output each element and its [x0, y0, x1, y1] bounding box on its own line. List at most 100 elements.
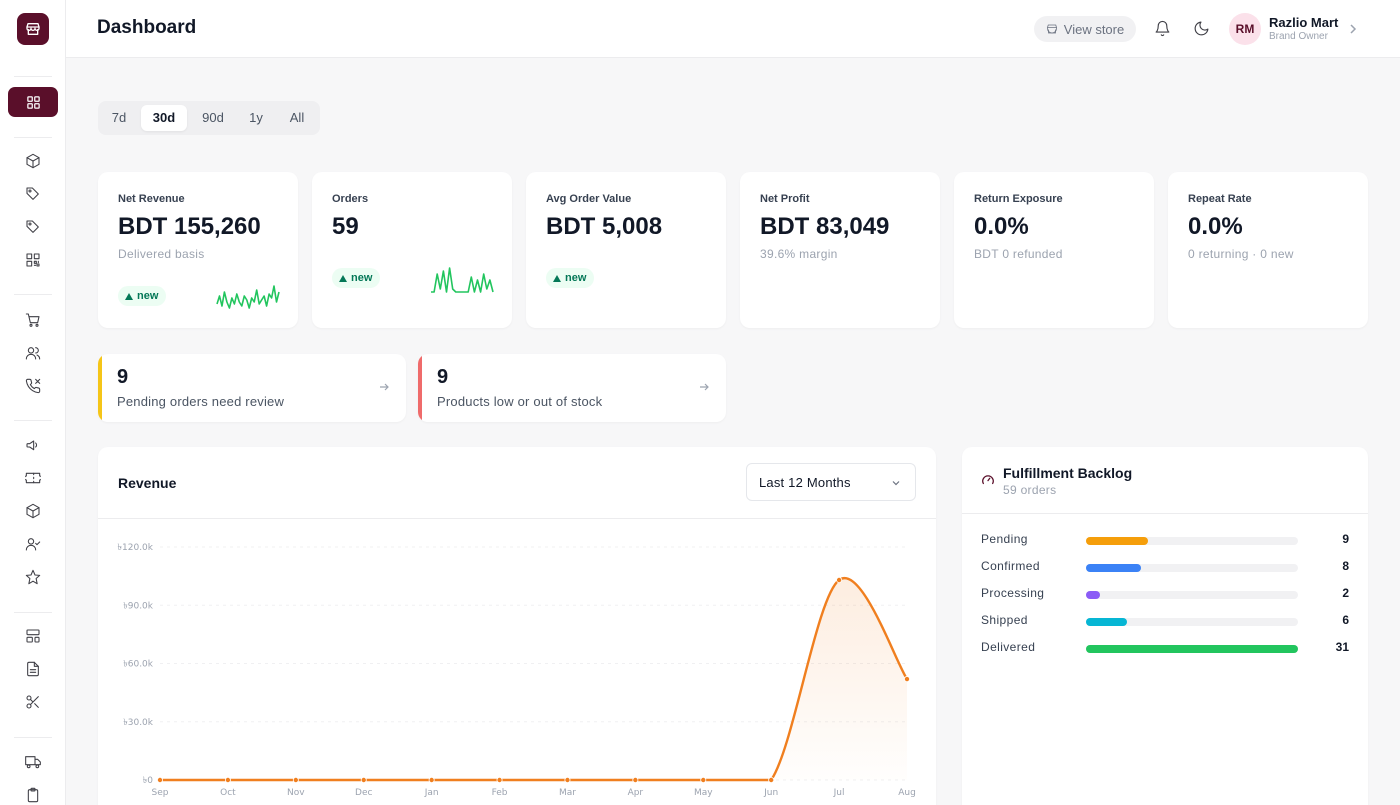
kpi-card-repeat-rate: Repeat Rate 0.0% 0 returning · 0 new: [1168, 172, 1368, 328]
kpi-card-orders: Orders 59 new: [312, 172, 512, 328]
box-check-icon[interactable]: [24, 502, 42, 520]
data-point: [428, 776, 435, 783]
kpi-label: Net Profit: [760, 193, 810, 205]
pending-orders-alert[interactable]: 9 Pending orders need review: [98, 354, 406, 422]
kpi-value: 59: [332, 213, 359, 240]
truck-icon[interactable]: [24, 753, 42, 771]
view-store-button[interactable]: View store: [1034, 16, 1136, 42]
clipboard-icon[interactable]: [24, 786, 42, 804]
low-stock-alert[interactable]: 9 Products low or out of stock: [418, 354, 726, 422]
megaphone-icon[interactable]: [24, 436, 42, 454]
fulfillment-label: Delivered: [981, 640, 1036, 654]
chevron-right-icon[interactable]: [1348, 22, 1358, 36]
view-store-label: View store: [1063, 21, 1125, 37]
sparkline: [216, 285, 280, 309]
revenue-chart: ৳0 ৳30.0k ৳60.0k ৳90.0k ৳120.0k Sep Oct Nov Dec J…: [118, 543, 916, 798]
data-point: [836, 577, 843, 584]
kpi-subtext: Delivered basis: [118, 247, 205, 261]
kpi-value: BDT 83,049: [760, 213, 890, 240]
progress-fill: [1086, 645, 1298, 653]
kpi-subtext: 39.6% margin: [760, 247, 838, 261]
package-icon[interactable]: [24, 152, 42, 170]
qr-code-icon[interactable]: [24, 251, 42, 269]
revenue-panel: Revenue Last 12 Months ৳0 ৳30.0k ৳60.0k ৳90…: [98, 447, 936, 805]
top-header: Dashboard View store RM Razlio Mart Bran…: [66, 0, 1400, 58]
sidebar-divider: [14, 137, 52, 138]
data-point: [564, 776, 571, 783]
users-icon[interactable]: [24, 344, 42, 362]
data-point: [157, 776, 164, 783]
sidebar-divider: [14, 76, 52, 77]
progress-fill: [1086, 564, 1141, 572]
fulfillment-row-processing: Processing 2: [981, 586, 1349, 604]
tags-icon[interactable]: [24, 218, 42, 236]
chevron-down-icon: [892, 481, 900, 486]
user-name: Razlio Mart: [1269, 15, 1339, 30]
y-tick-label: ৳120.0k: [118, 543, 154, 553]
x-tick-label: May: [694, 788, 713, 798]
trend-badge: new: [332, 268, 381, 288]
avatar[interactable]: RM: [1229, 13, 1261, 45]
alert-text: Products low or out of stock: [437, 394, 603, 409]
x-tick-label: Oct: [220, 788, 236, 798]
cart-icon[interactable]: [24, 311, 42, 329]
file-text-icon[interactable]: [24, 660, 42, 678]
x-tick-label: Jun: [763, 788, 778, 798]
tab-7d[interactable]: 7d: [111, 110, 127, 125]
tab-all[interactable]: All: [289, 110, 305, 125]
star-icon[interactable]: [24, 568, 42, 586]
moon-icon[interactable]: [1193, 20, 1211, 38]
trend-up-icon: [553, 274, 561, 282]
kpi-card-avg-order-value: Avg Order Value BDT 5,008 new: [526, 172, 726, 328]
badge-label: new: [137, 290, 159, 302]
fulfillment-row-delivered: Delivered 31: [981, 640, 1349, 658]
fulfillment-row-shipped: Shipped 6: [981, 613, 1349, 631]
fulfillment-count: 2: [1342, 586, 1349, 600]
tab-1y[interactable]: 1y: [249, 110, 263, 125]
data-point: [768, 776, 775, 783]
fulfillment-title: Fulfillment Backlog: [1003, 465, 1133, 481]
kpi-label: Avg Order Value: [546, 193, 632, 205]
fulfillment-row-pending: Pending 9: [981, 532, 1349, 550]
range-select[interactable]: Last 12 Months: [746, 463, 916, 501]
phone-off-icon[interactable]: [24, 377, 42, 395]
badge-label: new: [565, 272, 587, 284]
sidebar-divider: [14, 612, 52, 613]
progress-fill: [1086, 537, 1148, 545]
layout-icon[interactable]: [24, 627, 42, 645]
tab-90d[interactable]: 90d: [202, 110, 224, 125]
tab-30d[interactable]: 30d: [141, 105, 187, 131]
panel-divider: [962, 513, 1368, 514]
ticket-icon[interactable]: [24, 469, 42, 487]
store-icon: [1046, 24, 1057, 34]
scissors-icon[interactable]: [24, 693, 42, 711]
sidebar-item-dashboard[interactable]: [8, 87, 58, 117]
bell-icon[interactable]: [1154, 20, 1172, 38]
progress-track: [1086, 618, 1298, 626]
store-logo-icon[interactable]: [17, 13, 49, 45]
data-point: [496, 776, 503, 783]
trend-up-icon: [339, 274, 347, 282]
x-tick-label: Nov: [287, 788, 305, 798]
alert-text: Pending orders need review: [117, 394, 285, 409]
kpi-value: 0.0%: [1188, 213, 1243, 240]
kpi-card-net-profit: Net Profit BDT 83,049 39.6% margin: [740, 172, 940, 328]
alert-accent-bar: [418, 354, 422, 422]
tag-icon[interactable]: [24, 185, 42, 203]
x-tick-label: Sep: [152, 788, 169, 798]
sidebar-divider: [14, 737, 52, 738]
sidebar-divider: [14, 294, 52, 295]
trend-badge: new: [118, 286, 167, 306]
fulfillment-count: 6: [1342, 613, 1349, 627]
kpi-subtext: 0 returning · 0 new: [1188, 247, 1294, 261]
kpi-value: BDT 5,008: [546, 213, 663, 240]
kpi-subtext: BDT 0 refunded: [974, 247, 1063, 261]
trend-up-icon: [125, 292, 133, 300]
sidebar-divider: [14, 420, 52, 421]
range-select-value: Last 12 Months: [759, 475, 851, 490]
kpi-value: 0.0%: [974, 213, 1029, 240]
badge-label: new: [351, 272, 373, 284]
fulfillment-count: 9: [1342, 532, 1349, 546]
data-point: [224, 776, 231, 783]
user-check-icon[interactable]: [24, 535, 42, 553]
